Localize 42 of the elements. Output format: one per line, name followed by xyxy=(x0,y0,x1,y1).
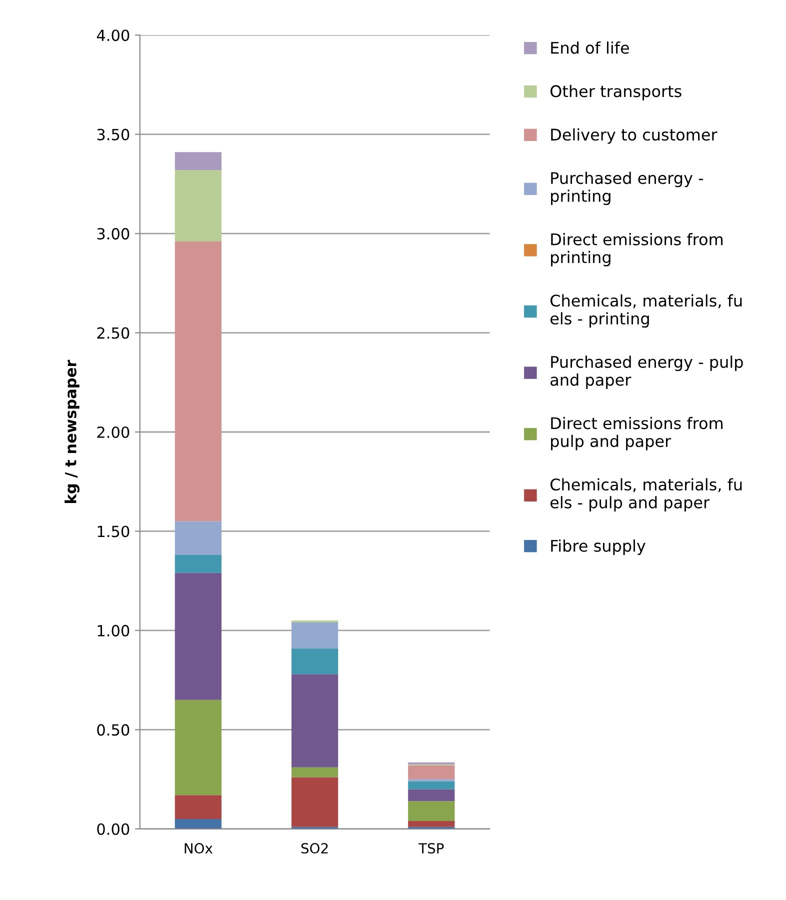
bar xyxy=(408,765,455,780)
y-tick-label: 3.00 xyxy=(97,228,130,240)
legend-label: Other transports xyxy=(550,84,682,100)
x-tick-label: SO2 xyxy=(301,843,328,854)
bar xyxy=(174,152,222,170)
bar xyxy=(291,622,338,648)
y-tick-label: 1.50 xyxy=(98,526,130,538)
bar xyxy=(408,781,455,790)
bar xyxy=(408,820,455,827)
legend-label: Fibre supply xyxy=(551,539,646,555)
y-tick-label: 3.50 xyxy=(97,128,130,140)
legend-label: Direct emissions from pulp and paper xyxy=(551,416,722,450)
bar xyxy=(291,777,338,827)
legend-label: Chemicals, materials, fu els - pulp and paper xyxy=(550,478,742,512)
bar xyxy=(174,700,222,796)
bar xyxy=(291,767,338,778)
bar xyxy=(174,795,222,819)
legend-label: Purchased energy - printing xyxy=(551,172,704,206)
bar xyxy=(174,170,222,242)
bar xyxy=(174,572,222,700)
y-tick-label: 4.00 xyxy=(96,30,130,42)
y-axis-title: kg / t newspaper xyxy=(64,360,80,503)
bar xyxy=(174,521,222,556)
legend-label: Purchased energy - pulp and paper xyxy=(550,356,743,389)
legend-label: Delivery to customer xyxy=(551,128,718,144)
bar xyxy=(408,801,455,821)
y-tick-label: 0.00 xyxy=(97,823,130,835)
bar xyxy=(174,241,222,522)
bar xyxy=(291,648,338,674)
bar xyxy=(291,674,338,768)
legend-label: Direct emissions from printing xyxy=(551,233,722,266)
y-tick-label: 2.00 xyxy=(97,426,130,438)
legend-label: Chemicals, materials, fu els - printing xyxy=(550,294,742,328)
y-tick-label: 1.00 xyxy=(98,624,130,636)
x-tick-label: TSP xyxy=(418,843,444,854)
bar xyxy=(174,818,222,829)
y-tick-label: 0.50 xyxy=(97,724,130,736)
y-tick-label: 2.50 xyxy=(97,327,130,339)
bar xyxy=(174,555,222,573)
bar xyxy=(408,789,455,802)
legend-label: End of life xyxy=(551,41,629,54)
x-tick-label: NOx xyxy=(184,843,213,854)
